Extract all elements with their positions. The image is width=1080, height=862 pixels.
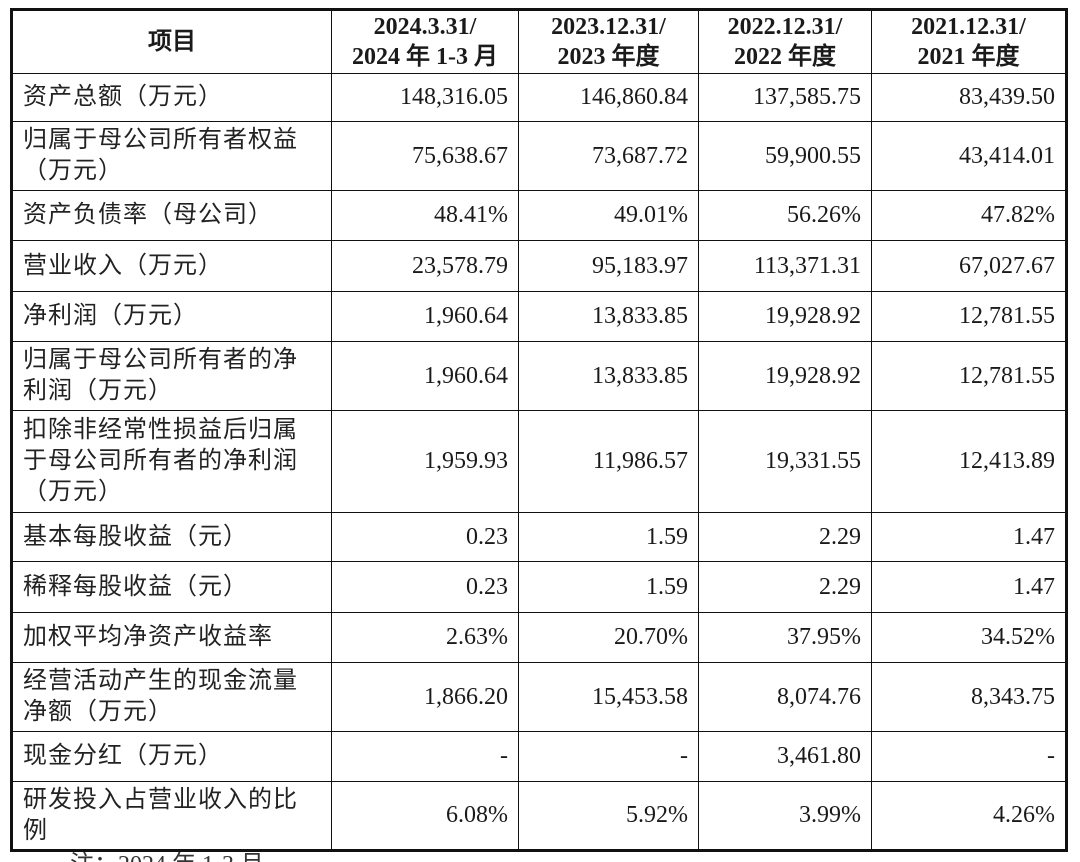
row-label: 营业收入（万元） [11, 240, 332, 292]
row-value: 19,331.55 [698, 410, 872, 513]
row-value: 6.08% [331, 781, 519, 851]
row-value: 148,316.05 [331, 73, 519, 122]
header-line1: 2023.12.31/ [551, 14, 666, 40]
table-row: 资产总额（万元） 148,316.05 146,860.84 137,585.75 83… [11, 73, 1067, 122]
row-value: 12,781.55 [871, 341, 1067, 411]
row-value: 8,343.75 [871, 662, 1067, 732]
row-value: 1.47 [871, 512, 1067, 562]
header-2024q1: 2024.3.31/2024 年 1-3 月 [331, 9, 519, 74]
row-value: 12,413.89 [871, 410, 1067, 513]
row-value: 48.41% [331, 190, 519, 241]
row-value: 73,687.72 [518, 121, 699, 191]
row-value: 12,781.55 [871, 291, 1067, 342]
header-line1: 2022.12.31/ [727, 14, 843, 40]
table-row: 现金分红（万元） - -3,461.80- [11, 731, 1067, 782]
financial-summary-table: 项目 2024.3.31/2024 年 1-3 月 2023.12.31/202… [10, 8, 1068, 852]
row-value: 4.26% [871, 781, 1067, 851]
row-value: 47.82% [871, 190, 1067, 241]
table-row: 归属于母公司所有者权益（万元） 75,638.67 73,687.72 59,900.… [11, 121, 1067, 191]
row-value: 1.59 [518, 561, 699, 613]
header-line2: 2022 年度 [734, 44, 836, 70]
row-value: - [331, 731, 519, 782]
row-value: 19,928.92 [698, 341, 872, 411]
row-value: 1.47 [871, 561, 1067, 613]
row-value: 1,959.93 [331, 410, 519, 513]
table-header-row: 项目 2024.3.31/2024 年 1-3 月 2023.12.31/202… [11, 9, 1067, 74]
table-row: 净利润（万元） 1,960.64 13,833.85 19,928.92 12,781.… [11, 291, 1067, 342]
table-row: 稀释每股收益（元） 0.23 1.59 2.29 1.47 [11, 561, 1067, 613]
row-value: 56.26% [698, 190, 872, 241]
row-value: 1,866.20 [331, 662, 519, 732]
row-value: 23,578.79 [331, 240, 519, 292]
row-label: 归属于母公司所有者权益（万元） [11, 121, 332, 191]
header-2021: 2021.12.31/2021 年度 [871, 9, 1067, 74]
header-line2: 2023 年度 [557, 44, 660, 70]
table-row: 资产负债率（母公司） 48.41% 49.01% 56.26% 47.82% [11, 190, 1067, 241]
row-value: 113,371.31 [698, 240, 872, 292]
row-value: 2.29 [698, 561, 872, 613]
row-value: 13,833.85 [518, 291, 699, 342]
row-value: 15,453.58 [518, 662, 699, 732]
row-label: 资产负债率（母公司） [11, 190, 332, 241]
table-row: 扣除非经常性损益后归属于母公司所有者的净利润（万元） 1,959.93 11,986… [11, 410, 1067, 513]
table-row: 研发投入占营业收入的比例 6.08% 5.92% 3.99% 4.26% [11, 781, 1067, 851]
row-value: 1,960.64 [331, 291, 519, 342]
row-value: 67,027.67 [871, 240, 1067, 292]
row-value: 13,833.85 [518, 341, 699, 411]
footnote: 注：2024 年 1-3 月…… [70, 852, 312, 862]
header-line1: 2024.3.31/ [373, 14, 477, 40]
row-value: 37.95% [698, 612, 872, 663]
header-line2: 2024 年 1-3 月 [352, 44, 498, 70]
row-label: 经营活动产生的现金流量净额（万元） [11, 662, 332, 732]
row-value: 20.70% [518, 612, 699, 663]
header-text: 项目 [148, 29, 196, 55]
row-value: 0.23 [331, 561, 519, 613]
row-value: - [518, 731, 699, 782]
row-value: 83,439.50 [871, 73, 1067, 122]
table-row: 经营活动产生的现金流量净额（万元） 1,866.20 15,453.58 8,074.… [11, 662, 1067, 732]
row-label: 加权平均净资产收益率 [11, 612, 332, 663]
row-value: 5.92% [518, 781, 699, 851]
row-value: 49.01% [518, 190, 699, 241]
row-value: 43,414.01 [871, 121, 1067, 191]
row-label: 资产总额（万元） [11, 73, 332, 122]
row-value: 8,074.76 [698, 662, 872, 732]
row-value: 2.63% [331, 612, 519, 663]
row-value: - [871, 731, 1067, 782]
header-line1: 2021.12.31/ [911, 14, 1026, 40]
row-value: 11,986.57 [518, 410, 699, 513]
header-item: 项目 [11, 9, 332, 74]
row-value: 75,638.67 [331, 121, 519, 191]
row-value: 137,585.75 [698, 73, 872, 122]
row-value: 2.29 [698, 512, 872, 562]
row-value: 59,900.55 [698, 121, 872, 191]
table-row: 归属于母公司所有者的净利润（万元） 1,960.64 13,833.85 19,928… [11, 341, 1067, 411]
row-value: 95,183.97 [518, 240, 699, 292]
row-value: 3,461.80 [698, 731, 872, 782]
row-label: 基本每股收益（元） [11, 512, 332, 562]
table-row: 基本每股收益（元） 0.23 1.59 2.29 1.47 [11, 512, 1067, 562]
table-row: 加权平均净资产收益率 2.63% 20.70% 37.95% 34.52% [11, 612, 1067, 663]
row-label: 稀释每股收益（元） [11, 561, 332, 613]
header-line2: 2021 年度 [917, 44, 1020, 70]
row-label: 归属于母公司所有者的净利润（万元） [11, 341, 332, 411]
row-label: 现金分红（万元） [11, 731, 332, 782]
row-value: 3.99% [698, 781, 872, 851]
row-label: 净利润（万元） [11, 291, 332, 342]
row-value: 0.23 [331, 512, 519, 562]
header-2023: 2023.12.31/2023 年度 [518, 9, 699, 74]
table-row: 营业收入（万元） 23,578.79 95,183.97 113,371.31 67,0… [11, 240, 1067, 292]
row-value: 34.52% [871, 612, 1067, 663]
row-value: 1,960.64 [331, 341, 519, 411]
row-value: 19,928.92 [698, 291, 872, 342]
row-label: 扣除非经常性损益后归属于母公司所有者的净利润（万元） [11, 410, 332, 513]
header-2022: 2022.12.31/2022 年度 [698, 9, 872, 74]
row-value: 146,860.84 [518, 73, 699, 122]
row-value: 1.59 [518, 512, 699, 562]
row-label: 研发投入占营业收入的比例 [11, 781, 332, 851]
